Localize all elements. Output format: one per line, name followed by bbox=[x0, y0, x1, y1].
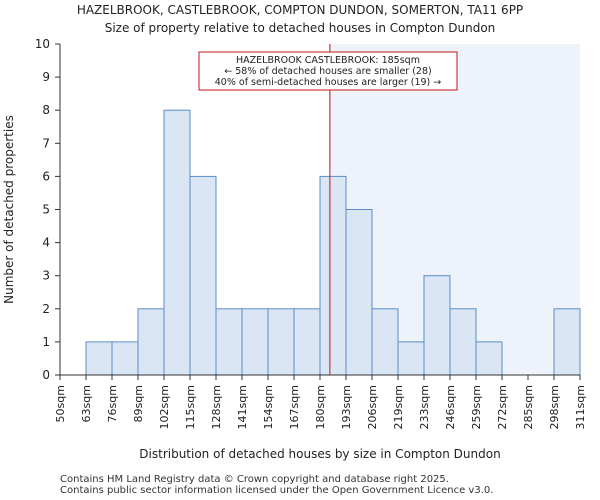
x-tick-label: 128sqm bbox=[210, 385, 223, 429]
bar bbox=[137, 308, 165, 376]
annotation-line: ← 58% of detached houses are smaller (28… bbox=[224, 66, 431, 77]
y-tick-label: 5 bbox=[42, 203, 50, 217]
bar bbox=[293, 308, 321, 376]
chart-subtitle: Size of property relative to detached ho… bbox=[104, 21, 496, 35]
bar bbox=[423, 275, 451, 376]
x-tick-label: 50sqm bbox=[54, 385, 67, 422]
x-tick-label: 298sqm bbox=[548, 385, 561, 429]
footer-line-2: Contains public sector information licen… bbox=[60, 485, 494, 496]
x-tick-label: 259sqm bbox=[470, 385, 483, 429]
x-tick-label: 285sqm bbox=[522, 385, 535, 429]
bar bbox=[319, 175, 347, 376]
x-tick-label: 115sqm bbox=[184, 385, 197, 429]
x-tick-label: 180sqm bbox=[314, 385, 327, 429]
x-tick-label: 102sqm bbox=[158, 385, 171, 429]
x-tick-label: 193sqm bbox=[340, 385, 353, 429]
bar bbox=[189, 175, 217, 376]
bar bbox=[215, 308, 243, 376]
y-tick-label: 0 bbox=[42, 368, 50, 382]
bar bbox=[267, 308, 295, 376]
chart-title: HAZELBROOK, CASTLEBROOK, COMPTON DUNDON,… bbox=[76, 3, 524, 17]
x-tick-label: 272sqm bbox=[496, 385, 509, 429]
annotation-line: 40% of semi-detached houses are larger (… bbox=[215, 77, 442, 88]
x-tick-label: 141sqm bbox=[236, 385, 249, 429]
y-tick-label: 1 bbox=[42, 335, 50, 349]
y-tick-label: 8 bbox=[42, 103, 50, 117]
y-tick-label: 7 bbox=[42, 136, 50, 150]
x-tick-label: 219sqm bbox=[392, 385, 405, 429]
y-tick-label: 3 bbox=[42, 269, 50, 283]
bar bbox=[475, 341, 503, 376]
y-tick-label: 10 bbox=[35, 37, 50, 51]
x-tick-label: 63sqm bbox=[80, 385, 93, 422]
x-tick-label: 206sqm bbox=[366, 385, 379, 429]
footer-line-1: Contains HM Land Registry data © Crown c… bbox=[60, 474, 449, 485]
y-tick-label: 4 bbox=[42, 236, 50, 250]
annotation-line: HAZELBROOK CASTLEBROOK: 185sqm bbox=[236, 55, 420, 66]
bar bbox=[85, 341, 113, 376]
annotation-box bbox=[198, 51, 458, 91]
x-tick-label: 76sqm bbox=[106, 385, 119, 422]
bar bbox=[241, 308, 269, 376]
x-tick-label: 246sqm bbox=[444, 385, 457, 429]
y-tick-label: 9 bbox=[42, 70, 50, 84]
x-tick-label: 167sqm bbox=[288, 385, 301, 429]
x-axis-label: Distribution of detached houses by size … bbox=[139, 447, 500, 461]
x-tick-label: 89sqm bbox=[132, 385, 145, 422]
x-tick-label: 311sqm bbox=[574, 385, 587, 429]
bar bbox=[397, 341, 425, 376]
histogram-chart: 0 1 2 3 4 5 6 7 8 9 10 50sqm 63sqm 76sqm 89sqm 102sqm 11… bbox=[2, 37, 587, 461]
bar bbox=[345, 209, 373, 376]
bar bbox=[111, 341, 139, 376]
x-tick-label: 154sqm bbox=[262, 385, 275, 429]
bar bbox=[163, 109, 191, 376]
x-tick-label: 233sqm bbox=[418, 385, 431, 429]
bar bbox=[449, 308, 477, 376]
bar bbox=[553, 308, 581, 376]
y-tick-label: 6 bbox=[42, 169, 50, 183]
y-axis-label: Number of detached properties bbox=[2, 115, 16, 304]
bar bbox=[371, 308, 399, 376]
y-tick-label: 2 bbox=[42, 302, 50, 316]
